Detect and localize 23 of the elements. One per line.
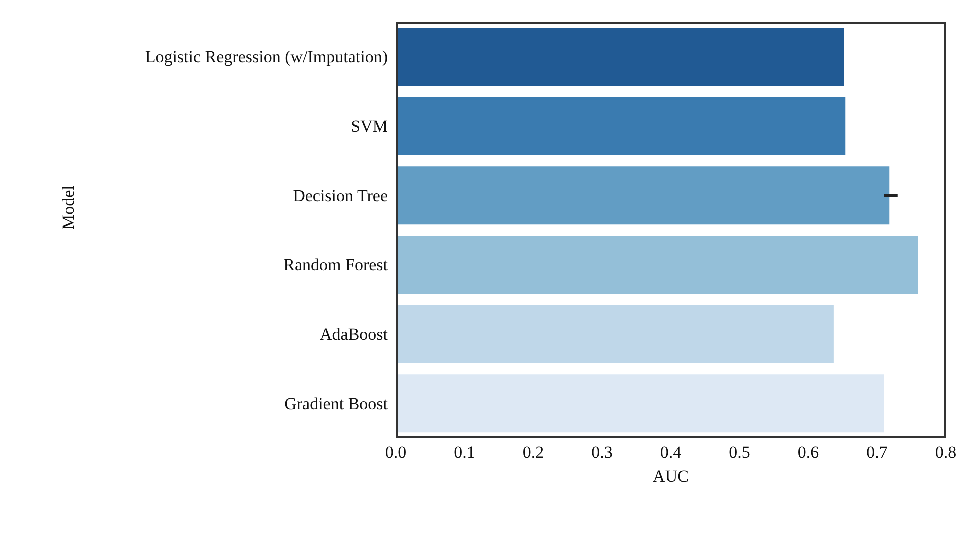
y-tick-label: Logistic Regression (w/Imputation) [145, 48, 388, 67]
bar [396, 374, 884, 433]
y-tick-label: SVM [351, 117, 388, 136]
x-tick-label: 0.7 [866, 443, 888, 462]
x-tick-label: 0.1 [454, 443, 476, 462]
y-tick-label: AdaBoost [320, 325, 388, 344]
x-tick-label: 0.6 [798, 443, 820, 462]
y-tick-label: Random Forest [284, 256, 388, 275]
bar [396, 28, 844, 86]
bar [396, 166, 890, 225]
x-tick-label: 0.0 [385, 443, 407, 462]
x-tick-label: 0.3 [592, 443, 613, 462]
x-tick-label: 0.5 [729, 443, 750, 462]
bar [396, 97, 846, 156]
bar [396, 236, 918, 294]
y-tick-label: Decision Tree [293, 186, 388, 206]
x-tick-label: 0.2 [522, 443, 544, 462]
x-tick-label: 0.8 [935, 443, 957, 462]
y-tick-label: Gradient Boost [284, 394, 388, 414]
y-axis-title: Model [59, 185, 78, 230]
x-tick-label: 0.4 [660, 443, 682, 462]
x-axis-title: AUC [653, 467, 689, 486]
bar [396, 305, 834, 364]
